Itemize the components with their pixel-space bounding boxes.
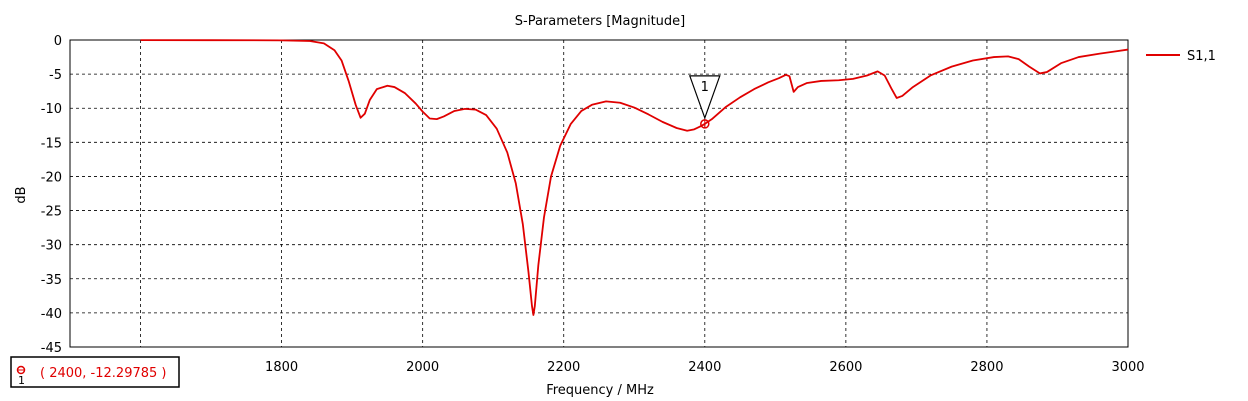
- marker-flag-label: 1: [701, 80, 709, 95]
- y-axis-label: dB: [14, 186, 29, 203]
- series-layer: [140, 39, 1129, 316]
- marker-readout-box[interactable]: 1 ( 2400, -12.29785 ): [10, 356, 180, 388]
- chart-title: S-Parameters [Magnitude]: [515, 14, 686, 29]
- marker-layer: 1: [688, 75, 721, 129]
- x-tick-label: 2000: [406, 360, 439, 375]
- y-tick-label: -5: [49, 68, 62, 83]
- y-tick-label: -20: [41, 170, 62, 185]
- x-tick-label: 2200: [547, 360, 580, 375]
- y-tick-label: -25: [41, 205, 62, 220]
- x-tick-label: 1800: [265, 360, 298, 375]
- y-tick-label: -45: [41, 341, 62, 356]
- marker-flag[interactable]: [688, 75, 721, 120]
- marker-readout-frame: [10, 356, 180, 388]
- plot-frame: [69, 39, 1129, 348]
- legend-label-s11: S1,1: [1187, 49, 1216, 64]
- marker-readout-icon: [16, 365, 26, 375]
- y-tick-label: 0: [54, 34, 62, 49]
- x-axis-label: Frequency / MHz: [546, 383, 654, 398]
- grid: [70, 40, 1128, 347]
- y-tick-label: -15: [41, 136, 62, 151]
- y-tick-labels: 0 -5 -10 -15 -20 -25 -30 -35 -40 -45: [41, 34, 62, 356]
- x-tick-labels: 16001800200022002400260028003000: [124, 360, 1145, 375]
- y-tick-label: -30: [41, 239, 62, 254]
- x-tick-label: 2800: [970, 360, 1003, 375]
- x-tick-label: 2400: [688, 360, 721, 375]
- x-tick-label: 3000: [1111, 360, 1144, 375]
- marker-readout-value: ( 2400, -12.29785 ): [40, 366, 166, 381]
- series-line-s11: [140, 39, 1129, 316]
- y-tick-label: -10: [41, 102, 62, 117]
- legend: S1,1: [1146, 49, 1216, 64]
- y-tick-label: -40: [41, 307, 62, 322]
- x-tick-label: 2600: [829, 360, 862, 375]
- marker-readout-id: 1: [18, 374, 25, 387]
- y-tick-label: -35: [41, 273, 62, 288]
